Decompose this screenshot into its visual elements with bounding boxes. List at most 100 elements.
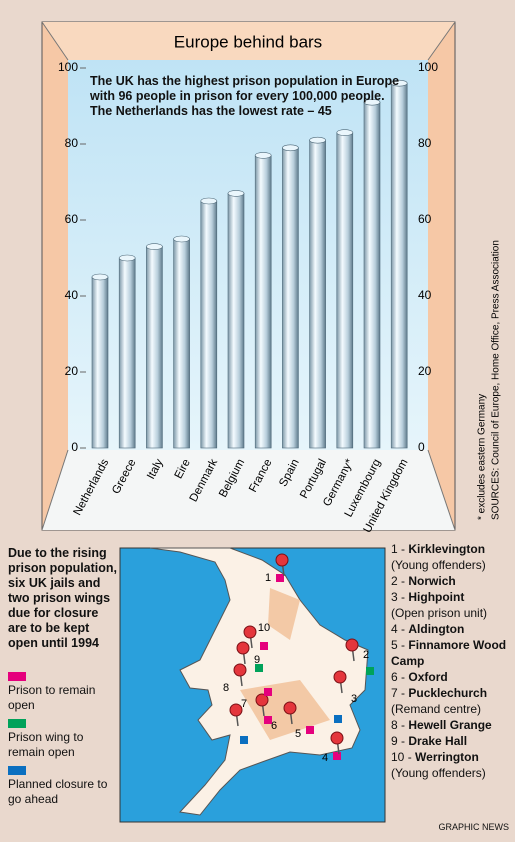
- prison-list: 1 - Kirklevington (Young offenders) 2 - No…: [391, 541, 513, 781]
- prison-sep: -: [397, 718, 409, 732]
- prison-name: Werrington: [415, 750, 479, 764]
- pin-number: 3: [351, 693, 357, 705]
- prison-name: Norwich: [408, 574, 456, 588]
- prison-item: 7 - Pucklechurch: [391, 685, 513, 701]
- bar-top: [309, 136, 326, 144]
- prison-item: 10 - Werrington: [391, 749, 513, 765]
- map-region: [268, 588, 300, 640]
- prison-number: 7: [391, 686, 398, 700]
- prison-sep: -: [397, 670, 409, 684]
- annotation: The UK has the highest prison population…: [90, 74, 400, 118]
- legend-label: Planned closure to go ahead: [8, 777, 108, 806]
- prison-item: 6 - Oxford: [391, 669, 513, 685]
- y-tick-label-right: 100: [418, 60, 438, 74]
- status-square: [255, 664, 263, 672]
- prison-name: Highpoint: [408, 590, 465, 604]
- prison-name: Pucklechurch: [408, 686, 488, 700]
- floor: [42, 450, 455, 530]
- bar: [91, 276, 109, 449]
- bar: [200, 200, 218, 449]
- prison-item: 4 - Aldington: [391, 621, 513, 637]
- legend-swatch: [8, 672, 26, 681]
- status-square: [276, 574, 284, 582]
- pin-head: [229, 703, 243, 717]
- bar-top: [91, 273, 109, 281]
- bar-top: [118, 254, 136, 262]
- y-tick-label: 80: [65, 136, 79, 150]
- pin-number: 1: [265, 572, 271, 584]
- bar-top: [173, 235, 190, 243]
- intro: Due to the rising prison population, six…: [8, 546, 118, 650]
- y-tick-label: 100: [58, 60, 78, 74]
- bar-top: [282, 144, 299, 152]
- legend-swatch: [8, 719, 26, 728]
- prison-note: (Remand centre): [391, 702, 482, 716]
- pin-head: [333, 670, 347, 684]
- prison-number: 6: [391, 670, 398, 684]
- y-tick-label: 0: [71, 440, 78, 454]
- pin-number: 8: [223, 682, 229, 694]
- bar: [336, 132, 354, 449]
- edge: [427, 21, 456, 61]
- prison-name: Aldington: [408, 622, 465, 636]
- prison-note: (Young offenders): [391, 558, 486, 572]
- prison-sep: -: [397, 542, 409, 556]
- bar: [118, 257, 136, 449]
- status-square: [366, 667, 374, 675]
- pin-number: 4: [322, 752, 328, 764]
- bar: [173, 238, 190, 449]
- legend-item: Prison wing to remain open: [8, 719, 120, 760]
- prison-number: 4: [391, 622, 398, 636]
- bar: [227, 193, 245, 449]
- pin-head: [275, 553, 289, 567]
- y-tick-label-right: 0: [418, 440, 425, 454]
- y-tick-label: 60: [65, 212, 79, 226]
- prison-item: 1 - Kirklevington: [391, 541, 513, 557]
- prison-sep: -: [397, 590, 409, 604]
- prison-item: 2 - Norwich: [391, 573, 513, 589]
- status-square: [334, 715, 342, 723]
- ceiling: [42, 22, 455, 60]
- map-land: [149, 547, 369, 816]
- bar-top: [146, 243, 163, 250]
- pin-number: 6: [271, 720, 277, 732]
- pin-head: [345, 638, 359, 652]
- legend-label: Prison to remain open: [8, 683, 96, 712]
- bar: [254, 155, 272, 449]
- pin-head: [330, 731, 344, 745]
- edge: [41, 449, 69, 531]
- y-tick-label-right: 80: [418, 136, 432, 150]
- bar: [282, 147, 299, 449]
- y-tick-label: 40: [65, 288, 79, 302]
- prison-number: 8: [391, 718, 398, 732]
- status-square: [333, 752, 341, 760]
- footnote: * excludes eastern Germany: [477, 394, 488, 520]
- prison-sep: -: [397, 574, 409, 588]
- y-tick-label-right: 60: [418, 212, 432, 226]
- prison-name: Oxford: [408, 670, 448, 684]
- prison-item: 9 - Drake Hall: [391, 733, 513, 749]
- status-square: [306, 726, 314, 734]
- legend-swatch: [8, 766, 26, 775]
- pin-number: 2: [363, 649, 369, 661]
- prison-item: 3 - Highpoint: [391, 589, 513, 605]
- pin-head: [233, 663, 247, 677]
- bar-top: [254, 152, 272, 159]
- pin-head: [236, 641, 250, 655]
- legend-item: Prison to remain open: [8, 672, 120, 713]
- bar-top: [363, 98, 381, 106]
- y-tick-label: 20: [65, 364, 79, 378]
- bar-top: [336, 129, 354, 136]
- pin-number: 9: [254, 654, 260, 666]
- pin-number: 10: [258, 622, 270, 634]
- legend-item: Planned closure to go ahead: [8, 766, 120, 807]
- prison-name: Kirklevington: [408, 542, 486, 556]
- legend: Prison to remain open Prison wing to rema…: [8, 672, 120, 813]
- prison-sep: -: [397, 686, 409, 700]
- status-square: [240, 736, 248, 744]
- prison-sep: -: [397, 638, 409, 652]
- pin-head: [255, 693, 269, 707]
- prison-name: Drake Hall: [408, 734, 468, 748]
